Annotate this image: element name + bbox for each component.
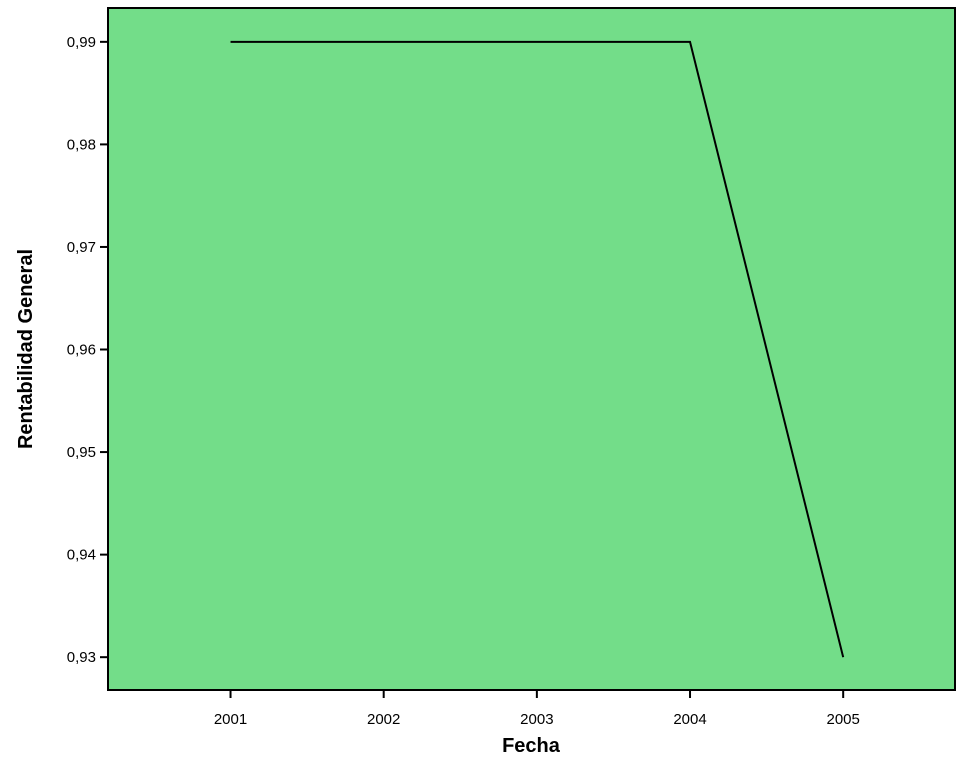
x-axis-title: Fecha [502,735,561,757]
x-tick-label: 2003 [520,711,553,728]
y-axis-title: Rentabilidad General [15,249,37,449]
x-axis: 2001 2002 2003 2004 2005 [214,690,860,728]
x-tick-label: 2002 [367,711,400,728]
y-axis: 0,93 0,94 0,95 0,96 0,97 0,98 0,99 [67,34,108,666]
series-layer [230,40,845,658]
y-tick-label: 0,97 [67,239,96,256]
y-tick-label: 0,96 [67,342,96,359]
y-tick-label: 0,94 [67,547,96,564]
y-tick-label: 0,98 [67,136,96,153]
y-tick-label: 0,93 [67,649,96,666]
y-tick-label: 0,99 [67,34,96,51]
series-line [230,40,845,658]
x-tick-label: 2005 [827,711,860,728]
y-tick-label: 0,95 [67,444,96,461]
x-tick-label: 2004 [673,711,706,728]
x-tick-label: 2001 [214,711,247,728]
plot-area [107,7,956,691]
